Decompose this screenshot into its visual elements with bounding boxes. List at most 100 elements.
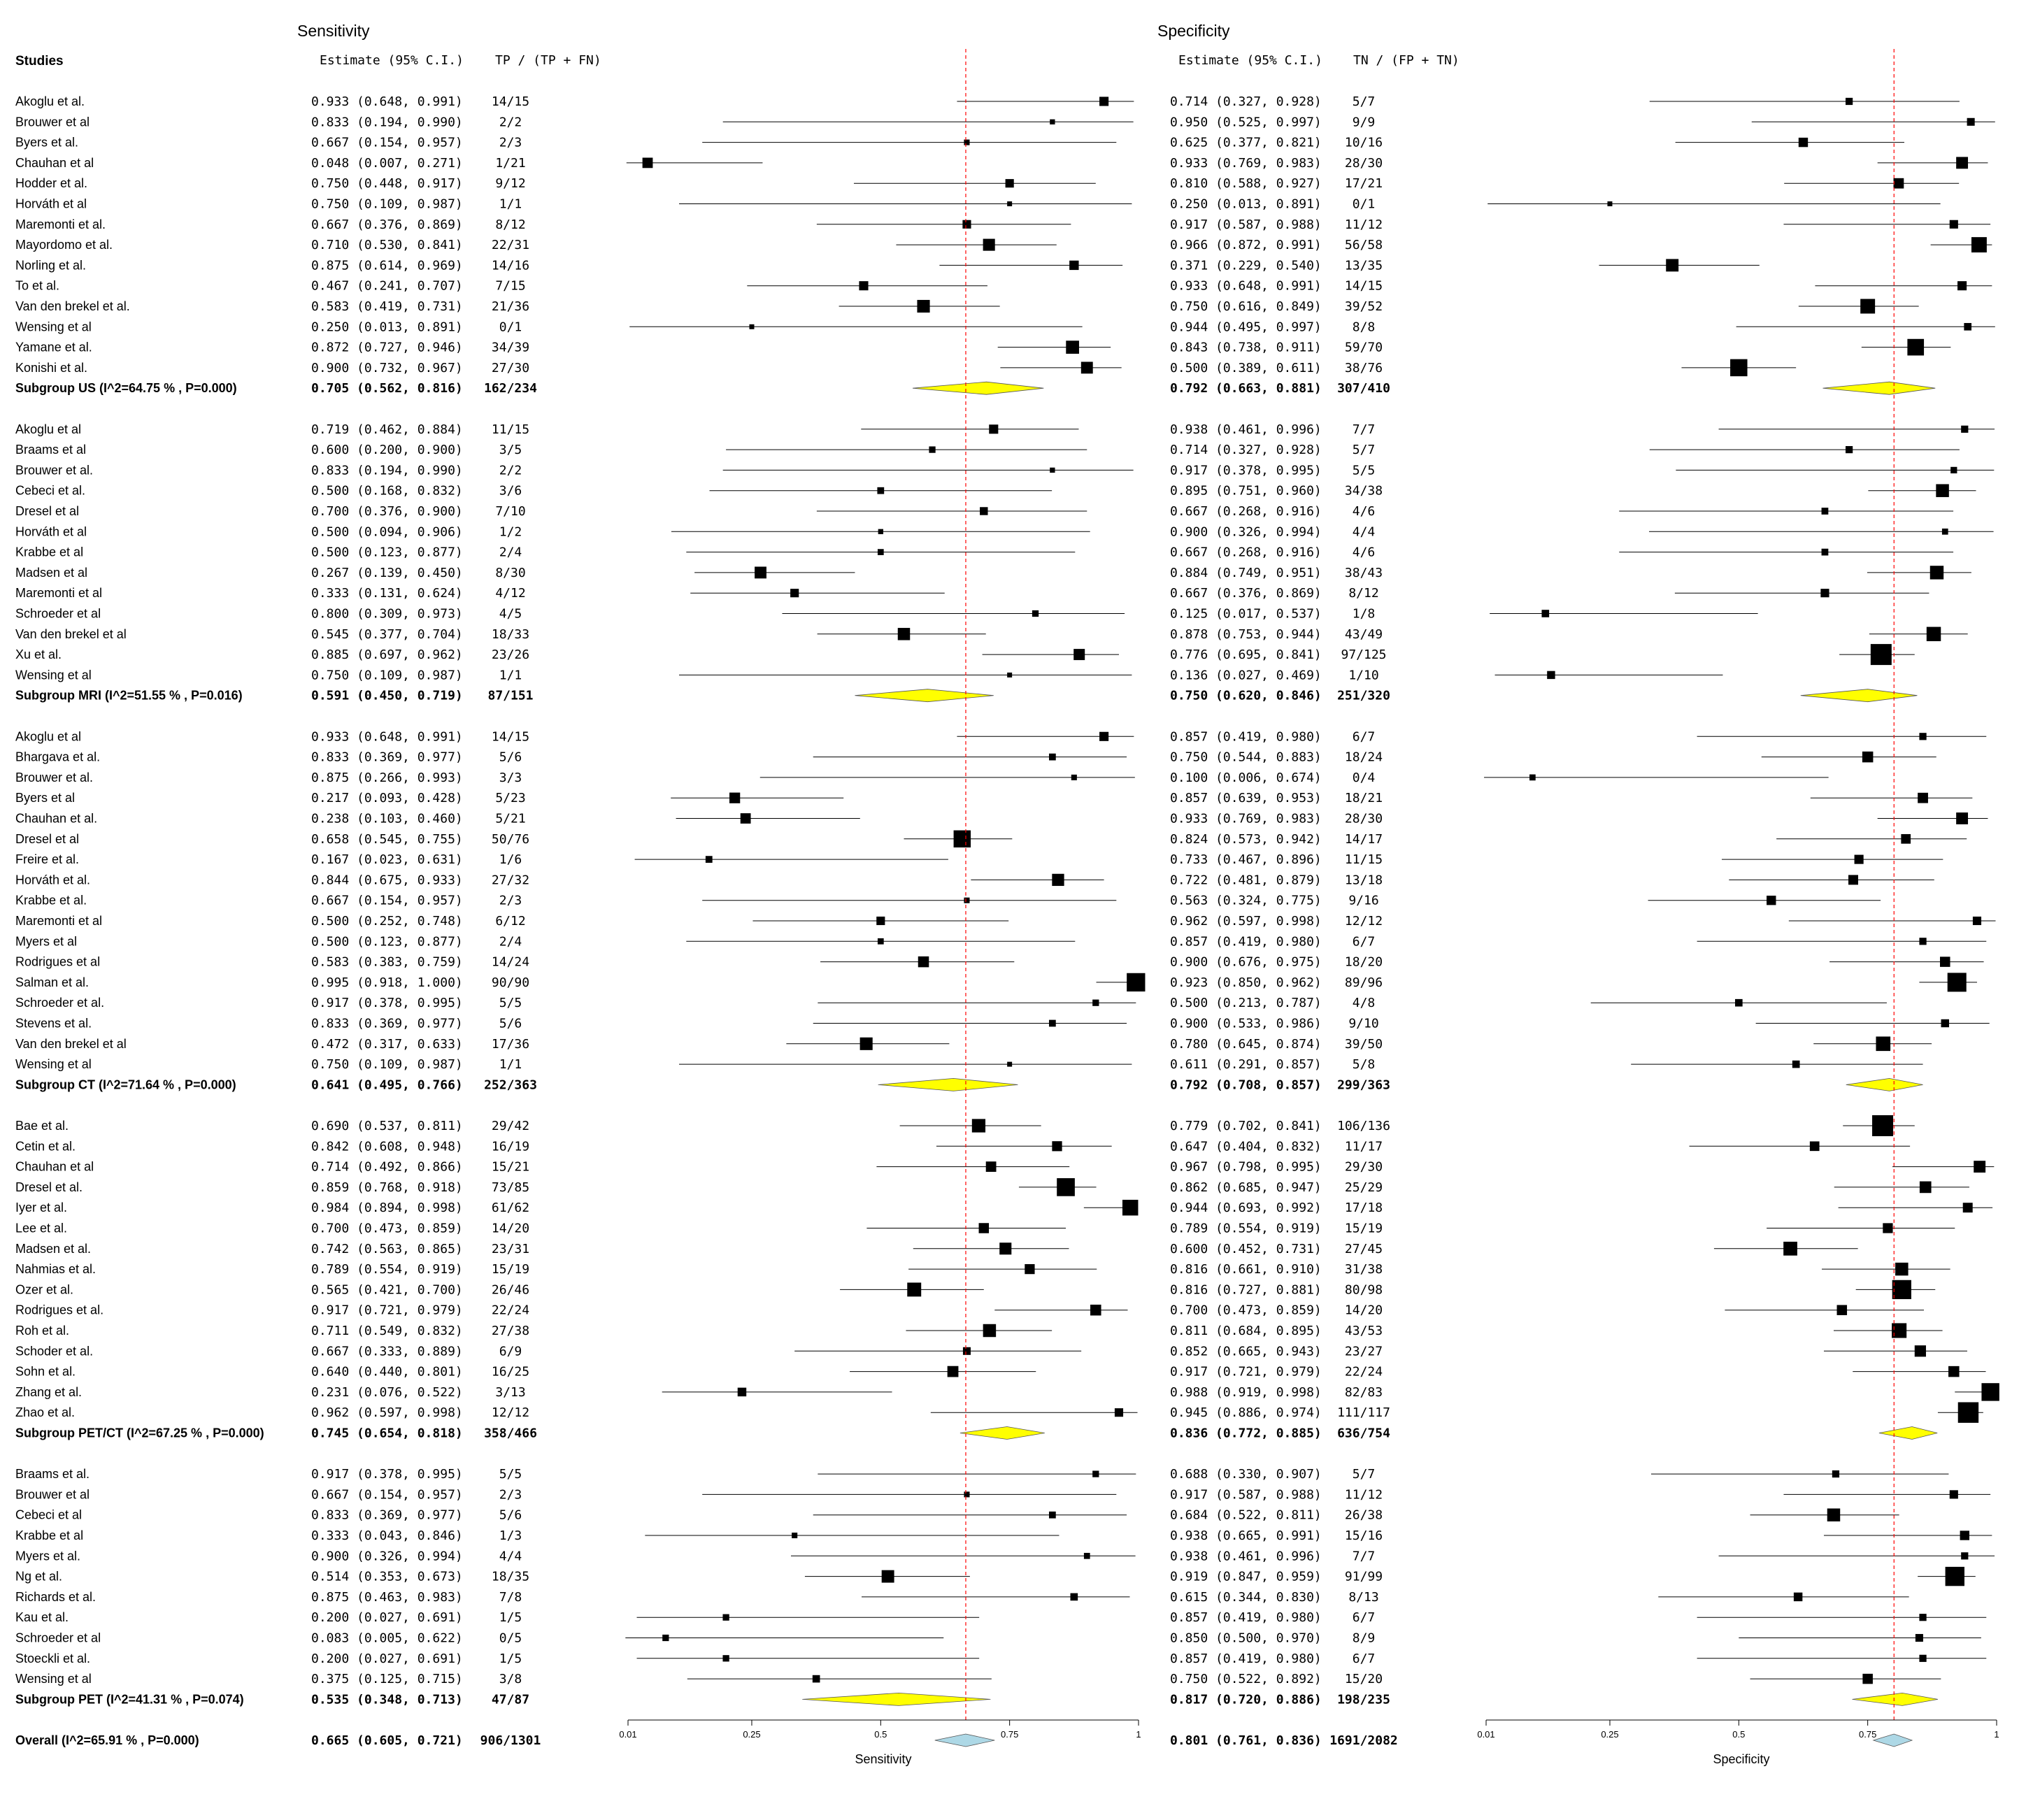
sens-estimate: 0.917 (0.378, 0.995) (311, 996, 463, 1010)
study-label: Salman et al. (15, 975, 89, 989)
sens-count: 0/5 (499, 1631, 522, 1646)
study-label: Van den brekel et al (15, 1037, 127, 1051)
sens-count: 14/20 (492, 1221, 529, 1236)
spec-point (1956, 157, 1969, 169)
sens-estimate: 0.859 (0.768, 0.918) (311, 1180, 463, 1195)
sens-estimate: 0.833 (0.369, 0.977) (311, 1017, 463, 1031)
spec-count: 106/136 (1337, 1119, 1390, 1133)
study-label: Cebeci et al. (15, 484, 85, 498)
sens-estimate: 0.472 (0.317, 0.633) (311, 1037, 463, 1052)
spec-point (1870, 644, 1892, 666)
sens-count: 90/90 (492, 975, 529, 990)
study-label: Krabbe et al (15, 545, 83, 559)
spec-point (1836, 1305, 1848, 1315)
sens-estimate: 0.565 (0.421, 0.700) (311, 1282, 463, 1297)
sens-point (1099, 731, 1109, 741)
spec-count: 38/43 (1345, 566, 1383, 580)
sens-count: 3/3 (499, 771, 522, 785)
spec-count: 11/12 (1345, 1487, 1383, 1502)
spec-estimate: 0.714 (0.327, 0.928) (1170, 443, 1322, 457)
specificity-panel-title: Specificity (1157, 22, 1230, 40)
spec-count: 43/53 (1345, 1324, 1383, 1338)
sensitivity-panel-title: Sensitivity (297, 22, 370, 40)
spec-count: 8/13 (1348, 1590, 1378, 1605)
sens-count: 73/85 (492, 1180, 529, 1195)
subgroup-summary-spec-count: 251/320 (1337, 689, 1390, 703)
spec-count: 17/21 (1345, 176, 1383, 191)
study-label: Iyer et al. (15, 1201, 67, 1214)
sens-count: 9/12 (495, 176, 525, 191)
spec-count: 1/10 (1348, 668, 1378, 682)
spec-point (1541, 610, 1550, 617)
spec-count: 27/45 (1345, 1242, 1383, 1256)
overall-summary-spec-estimate: 0.801 (0.761, 0.836) (1170, 1733, 1322, 1748)
study-label: Ng et al. (15, 1570, 62, 1584)
sens-estimate: 0.217 (0.093, 0.428) (311, 791, 463, 805)
subgroup-summary-spec-estimate: 0.792 (0.708, 0.857) (1170, 1077, 1322, 1092)
sens-point (964, 139, 970, 145)
subgroup-summary-sens-estimate: 0.535 (0.348, 0.713) (311, 1692, 463, 1707)
spec-count: 97/125 (1341, 647, 1386, 662)
study-label: Wensing et al (15, 1057, 92, 1071)
sens-estimate: 0.933 (0.648, 0.991) (311, 729, 463, 744)
sens-estimate: 0.667 (0.154, 0.957) (311, 136, 463, 150)
sens-estimate: 0.500 (0.123, 0.877) (311, 934, 463, 949)
spec-tick-label: 0.25 (1601, 1729, 1618, 1740)
spec-count: 23/27 (1345, 1344, 1383, 1359)
spec-count: 0/1 (1353, 197, 1376, 212)
spec-count: 56/58 (1345, 238, 1383, 252)
spec-estimate: 0.884 (0.749, 0.951) (1170, 566, 1322, 580)
sens-point (1007, 201, 1013, 206)
sens-count: 1/21 (495, 156, 525, 171)
spec-point (1827, 1508, 1841, 1521)
sens-count: 2/2 (499, 463, 522, 478)
spec-count: 13/35 (1345, 258, 1383, 273)
study-label: Krabbe et al (15, 1528, 83, 1542)
study-label: Maremonti et al (15, 914, 102, 928)
sens-estimate: 0.500 (0.168, 0.832) (311, 484, 463, 499)
sens-estimate: 0.917 (0.378, 0.995) (311, 1467, 463, 1482)
sens-count: 3/8 (499, 1672, 522, 1686)
sens-point (729, 792, 741, 803)
sens-count: 16/19 (492, 1139, 529, 1154)
sens-estimate: 0.933 (0.648, 0.991) (311, 94, 463, 109)
sens-estimate: 0.658 (0.545, 0.755) (311, 832, 463, 847)
sens-point (722, 1614, 729, 1621)
spec-estimate: 0.688 (0.330, 0.907) (1170, 1467, 1322, 1482)
spec-count: 22/24 (1345, 1365, 1383, 1380)
sens-estimate: 0.750 (0.109, 0.987) (311, 668, 463, 682)
spec-count: 6/7 (1353, 729, 1376, 744)
spec-estimate: 0.700 (0.473, 0.859) (1170, 1303, 1322, 1318)
sens-estimate: 0.267 (0.139, 0.450) (311, 566, 463, 580)
study-label: Konishi et al. (15, 361, 87, 375)
spec-point (1734, 998, 1743, 1007)
sens-estimate: 0.514 (0.353, 0.673) (311, 1570, 463, 1584)
spec-point (1919, 733, 1927, 740)
sens-point (964, 1491, 970, 1498)
sens-tick-label: 0.01 (619, 1729, 636, 1740)
sens-estimate: 0.995 (0.918, 1.000) (311, 975, 463, 990)
sens-point (1080, 361, 1093, 374)
spec-point (1957, 1402, 1979, 1423)
spec-estimate: 0.789 (0.554, 0.919) (1170, 1221, 1322, 1236)
study-label: Ozer et al. (15, 1282, 73, 1296)
sens-point (985, 1161, 997, 1172)
spec-count: 13/18 (1345, 873, 1383, 887)
spec-point (1961, 1552, 1969, 1560)
spec-estimate: 0.962 (0.597, 0.998) (1170, 914, 1322, 929)
spec-point (1793, 1592, 1803, 1602)
study-label: Cebeci et al (15, 1508, 82, 1522)
sens-estimate: 0.375 (0.125, 0.715) (311, 1672, 463, 1686)
subgroup-summary-label: Subgroup PET/CT (I^2=67.25 % , P=0.000) (15, 1426, 264, 1440)
subgroup-summary-sens-estimate: 0.745 (0.654, 0.818) (311, 1426, 463, 1441)
sens-count: 14/15 (492, 729, 529, 744)
sens-point (878, 529, 883, 534)
sens-estimate: 0.984 (0.894, 0.998) (311, 1201, 463, 1215)
spec-estimate: 0.933 (0.769, 0.983) (1170, 156, 1322, 171)
subgroup-summary-label: Subgroup PET (I^2=41.31 % , P=0.074) (15, 1692, 244, 1706)
sens-estimate: 0.875 (0.266, 0.993) (311, 771, 463, 785)
spec-estimate: 0.563 (0.324, 0.775) (1170, 894, 1322, 908)
study-label: Akoglu et al (15, 729, 81, 743)
spec-count: 1/8 (1353, 607, 1376, 622)
sens-count: 5/5 (499, 996, 522, 1010)
